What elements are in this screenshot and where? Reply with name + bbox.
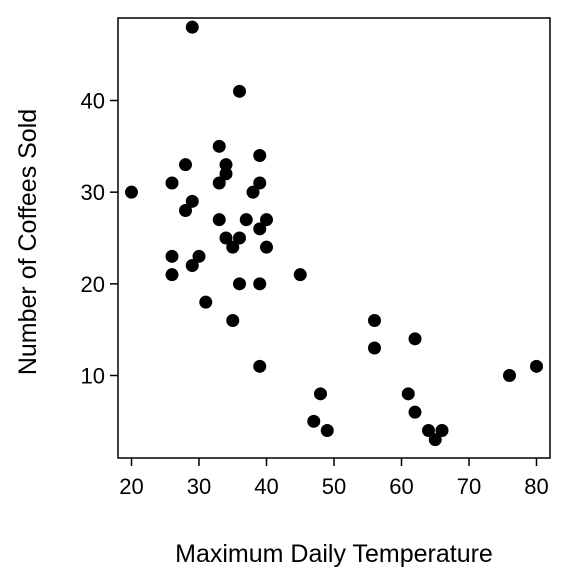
scatter-point [219, 231, 233, 245]
scatter-point [185, 20, 199, 34]
scatter-point [199, 295, 213, 309]
scatter-point [125, 185, 138, 199]
scatter-point [239, 213, 253, 227]
x-tick-label: 30 [187, 474, 211, 499]
scatter-point [179, 204, 192, 217]
scatter-point [179, 158, 192, 172]
scatter-point [212, 213, 226, 227]
data-points [125, 20, 543, 447]
scatter-point [253, 149, 267, 162]
scatter-point [165, 176, 179, 190]
plot-frame [117, 17, 551, 459]
scatter-point [503, 369, 516, 382]
x-tick-label: 40 [254, 474, 278, 499]
x-tick-label: 70 [457, 474, 481, 499]
scatter-point [233, 84, 246, 98]
scatter-point [212, 139, 226, 153]
scatter-point [428, 433, 442, 447]
scatter-point [435, 424, 449, 437]
scatter-point [219, 167, 233, 181]
scatter-point [293, 268, 307, 282]
scatter-point [253, 176, 267, 190]
scatter-point [185, 259, 199, 272]
x-tick-label: 60 [389, 474, 413, 499]
scatter-point [408, 332, 422, 346]
scatter-point [260, 240, 273, 254]
y-tick-label: 40 [81, 89, 105, 114]
scatter-point [165, 268, 179, 282]
scatter-point [246, 185, 260, 199]
scatter-point [368, 314, 381, 327]
y-axis: 10 20 30 40 [81, 89, 118, 389]
scatter-point [165, 249, 179, 263]
y-tick-label: 10 [81, 364, 105, 389]
scatter-point [314, 387, 327, 401]
scatter-point [233, 277, 246, 291]
scatter-point [185, 194, 199, 208]
scatter-point [253, 277, 267, 291]
scatter-point [368, 341, 381, 355]
x-tick-label: 50 [322, 474, 346, 499]
scatter-point [219, 158, 233, 172]
y-tick-label: 30 [81, 180, 105, 205]
scatter-point [422, 424, 435, 437]
scatter-point [408, 405, 422, 419]
y-axis-title: Number of Coffees Sold [14, 109, 42, 375]
y-tick-label: 20 [81, 272, 105, 297]
scatter-point [253, 222, 267, 236]
scatter-point [226, 240, 240, 254]
x-tick-label: 20 [119, 474, 143, 499]
scatter-point [212, 176, 226, 190]
scatter-point [307, 414, 321, 428]
scatter-point [401, 387, 415, 401]
scatter-point [260, 213, 273, 227]
x-axis-title: Maximum Daily Temperature [175, 540, 493, 568]
x-tick-label: 80 [524, 474, 548, 499]
scatter-point [192, 249, 206, 263]
scatter-point [320, 424, 334, 437]
scatter-point [233, 231, 246, 245]
x-axis: 20 30 40 50 60 70 80 [119, 458, 549, 499]
scatter-point [253, 359, 267, 373]
scatter-point [530, 359, 543, 373]
scatter-point [226, 314, 240, 327]
